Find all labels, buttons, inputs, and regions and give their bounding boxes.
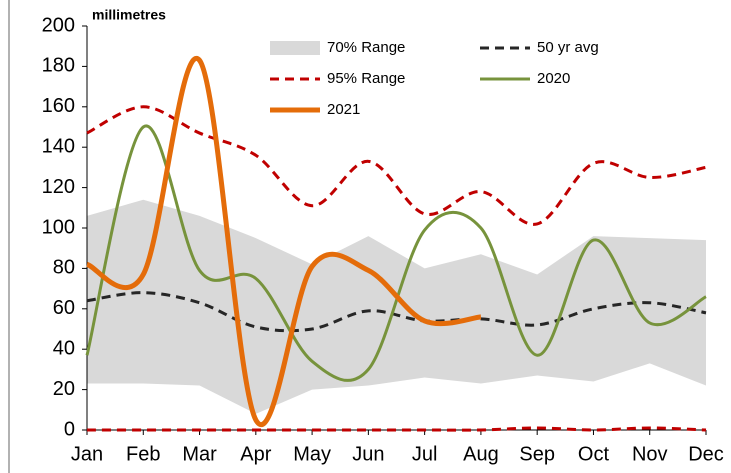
y-tick-label: 0 xyxy=(64,418,75,440)
x-tick-label: Jul xyxy=(412,443,438,465)
series-line xyxy=(85,55,482,427)
y-tick-label: 40 xyxy=(53,337,75,359)
y-tick-label: 140 xyxy=(42,135,75,157)
x-tick-label: Jan xyxy=(71,443,103,465)
x-tick-label: Sep xyxy=(519,443,555,465)
x-tick-label: Aug xyxy=(463,443,499,465)
x-tick-label: May xyxy=(293,443,331,465)
y-tick-label: 20 xyxy=(53,378,75,400)
y-axis-label: millimetres xyxy=(92,7,166,23)
y-tick-label: 180 xyxy=(42,55,75,77)
x-tick-label: Feb xyxy=(126,443,160,465)
series-line xyxy=(86,291,707,333)
y-tick-label: 120 xyxy=(42,176,75,198)
x-tick-label: Mar xyxy=(182,443,217,465)
y-tick-label: 100 xyxy=(42,216,75,238)
y-tick-label: 200 xyxy=(42,14,75,36)
legend-label: 70% Range xyxy=(327,39,405,56)
legend-swatch xyxy=(270,41,320,55)
y-tick-label: 60 xyxy=(53,297,75,319)
y-tick-label: 160 xyxy=(42,95,75,117)
x-tick-label: Jun xyxy=(352,443,384,465)
series-line xyxy=(86,105,707,226)
legend-label: 50 yr avg xyxy=(537,39,599,56)
y-tick-label: 80 xyxy=(53,257,75,279)
x-tick-label: Nov xyxy=(632,443,668,465)
x-tick-label: Apr xyxy=(240,443,271,465)
legend-label: 95% Range xyxy=(327,70,405,87)
x-tick-label: Oct xyxy=(578,443,610,465)
x-tick-label: Dec xyxy=(688,443,724,465)
legend-label: 2021 xyxy=(327,101,360,118)
series-line xyxy=(87,426,707,432)
legend-label: 2020 xyxy=(537,70,570,87)
